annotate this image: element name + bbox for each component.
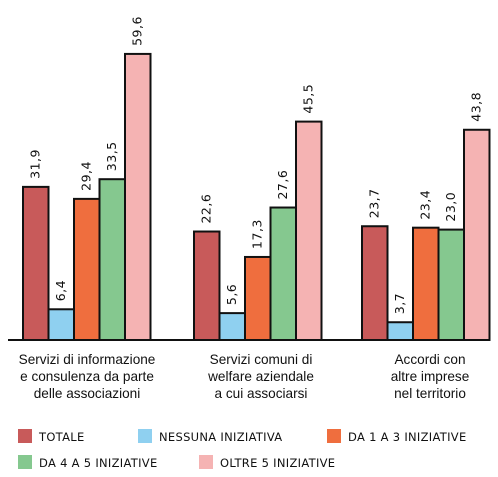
legend-swatch: [18, 455, 32, 469]
category-label: a cui associarsi: [215, 386, 308, 401]
value-label: 17,3: [250, 219, 265, 249]
bar-da-4-a-5-iniziative-2: [437, 228, 465, 342]
bar-da-1-a-3-iniziative-0: [73, 197, 101, 341]
value-label: 23,7: [367, 188, 382, 218]
bar-oltre-5-iniziative-2: [463, 128, 491, 341]
category-label: e consulenza da parte: [20, 369, 154, 384]
value-label: 23,0: [443, 192, 458, 222]
bar-nessuna-iniziativa-2: [386, 321, 414, 341]
value-label: 43,8: [469, 92, 484, 122]
category-label: delle associazioni: [34, 386, 141, 401]
value-label: 5,6: [224, 284, 239, 305]
value-label: 33,5: [104, 141, 119, 171]
category-label: nel territorio: [394, 386, 466, 401]
bar-oltre-5-iniziative-1: [295, 120, 323, 341]
bar-totale-2: [361, 225, 389, 342]
legend-label: DA 1 A 3 INIZIATIVE: [348, 430, 467, 444]
legend-swatch: [18, 429, 32, 443]
bar-totale-0: [22, 185, 50, 341]
value-label: 27,6: [275, 170, 290, 200]
legend-label: DA 4 A 5 INIZIATIVE: [39, 456, 158, 470]
bar-nessuna-iniziativa-0: [47, 308, 75, 341]
value-label: 3,7: [392, 293, 407, 314]
bar-da-4-a-5-iniziative-1: [269, 206, 297, 341]
legend-swatch: [199, 455, 213, 469]
category-labels: Servizi di informazione e consulenza da p…: [19, 352, 470, 401]
legend: TOTALE NESSUNA INIZIATIVA DA 1 A 3 INIZIAT…: [18, 429, 467, 470]
category-label: welfare aziendale: [207, 369, 314, 384]
bar-da-1-a-3-iniziative-1: [244, 255, 272, 341]
category-label: altre imprese: [391, 369, 470, 384]
value-label: 31,9: [28, 149, 43, 179]
bar-totale-1: [193, 230, 221, 342]
legend-swatch: [138, 429, 152, 443]
bar-da-1-a-3-iniziative-2: [412, 226, 440, 341]
legend-swatch: [327, 429, 341, 443]
bars-layer: 31,9 22,6 23,7 6,4 5,6 3,7 29,4 17,3 23,4 33,5 27,…: [22, 16, 491, 342]
value-label: 6,4: [53, 280, 68, 301]
bar-nessuna-iniziativa-1: [218, 312, 246, 341]
value-label: 45,5: [301, 84, 316, 114]
value-label: 23,4: [418, 190, 433, 220]
bar-da-4-a-5-iniziative-0: [98, 178, 126, 341]
value-label: 59,6: [130, 16, 145, 46]
category-label: Accordi con: [394, 352, 465, 367]
value-label: 22,6: [199, 194, 214, 224]
legend-label: TOTALE: [38, 430, 85, 444]
legend-label: NESSUNA INIZIATIVA: [159, 430, 282, 444]
legend-label: OLTRE 5 INIZIATIVE: [220, 456, 335, 470]
value-label: 29,4: [79, 161, 94, 191]
category-label: Servizi comuni di: [210, 352, 313, 367]
category-label: Servizi di informazione: [19, 352, 156, 367]
bar-oltre-5-iniziative-0: [124, 52, 152, 341]
